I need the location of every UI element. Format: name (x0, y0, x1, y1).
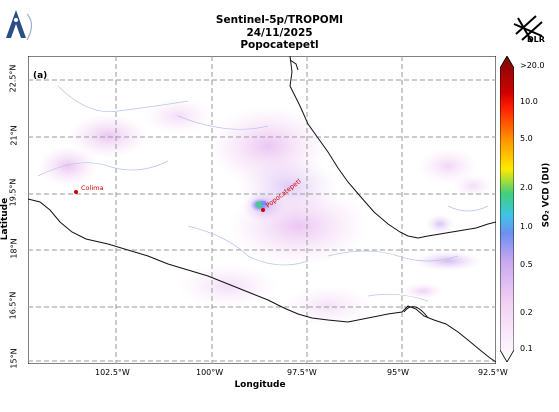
popocatepetl-marker-icon (261, 208, 265, 212)
ytick-label: 15°N (9, 348, 19, 369)
xtick-label: 95°W (387, 368, 410, 377)
title-line-date: 24/11/2025 (246, 26, 313, 39)
colorbar-tick: 1.0 (520, 222, 533, 231)
colorbar-tick: 0.2 (520, 308, 533, 317)
colorbar-label: SO₂ VCD (DU) (541, 162, 552, 228)
colorbar-tick: 5.0 (520, 134, 533, 143)
place-colima: Colima (74, 184, 103, 194)
colorbar-tick: 0.5 (520, 260, 533, 269)
title-line-satellite: Sentinel-5p/TROPOMI (215, 14, 344, 26)
academy-logo-icon (6, 10, 33, 41)
colima-marker-icon (74, 190, 78, 194)
map-coastline (28, 56, 496, 363)
dlr-logo-icon (513, 15, 543, 43)
ytick-label: 16.5°N (8, 291, 18, 320)
so2-colorbar (500, 56, 514, 362)
xtick-label: 97.5°W (287, 368, 317, 377)
map-rivers (37, 85, 489, 302)
colorbar-tick: >20.0 (520, 61, 545, 70)
so2-map: Colima Popocatepetl (28, 56, 496, 364)
xtick-label: 92.5°W (478, 368, 508, 377)
colorbar-tick: 10.0 (520, 97, 538, 106)
panel-label: (a) (33, 71, 48, 81)
dlr-logo-text: DLR (527, 35, 545, 44)
xtick-label: 100°W (196, 368, 224, 377)
ytick-label: 18°N (9, 238, 19, 259)
map-title: Sentinel-5p/TROPOMI 24/11/2025 Popocatep… (0, 14, 559, 52)
so2-plume-popocatepetl (242, 190, 286, 222)
colorbar-tick: 2.0 (520, 183, 533, 192)
map-gridlines (28, 56, 496, 364)
y-axis-label: Latitude (0, 197, 11, 241)
ytick-label: 21°N (9, 125, 19, 146)
x-axis-label: Longitude (234, 380, 286, 390)
colorbar-tick: 0.1 (520, 344, 533, 353)
xtick-label: 102.5°W (95, 368, 130, 377)
title-line-volcano: Popocatepetl (240, 39, 319, 51)
colima-label: Colima (81, 184, 103, 192)
ytick-label: 22.5°N (8, 64, 18, 93)
